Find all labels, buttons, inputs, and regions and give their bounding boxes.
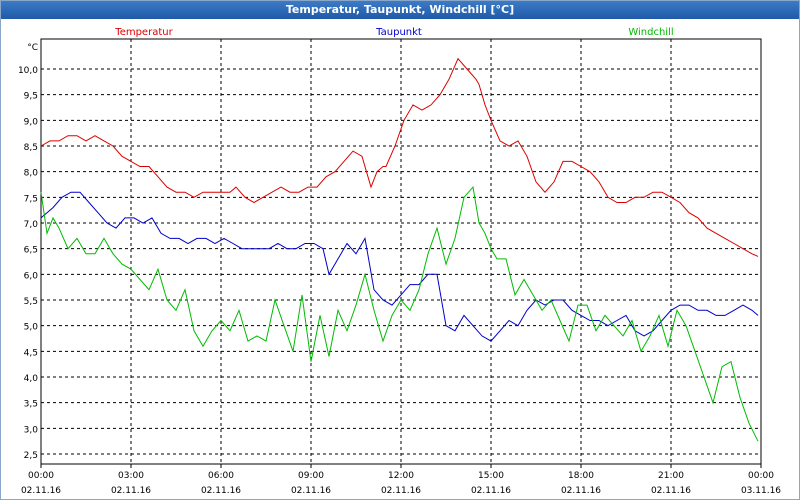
x-tick-date-label: 02.11.16 [201, 486, 241, 496]
chart-svg: 2,5 3,0 3,5 4,0 4,5 5,0 5,5 6,0 6,5 7,0 7,5 8,0 8,5 9… [18, 27, 781, 496]
y-tick-label: 5,5 [24, 297, 38, 307]
y-tick-label: 3,5 [24, 400, 38, 410]
legend-windchill: Windchill [628, 27, 673, 38]
y-tick-label: 9,5 [24, 92, 38, 102]
x-tick-time-label: 00:00 [28, 471, 54, 481]
y-axis-unit: °C [27, 43, 38, 53]
x-tick-date-label: 02.11.16 [111, 486, 151, 496]
x-tick-time-label: 00:00 [748, 471, 774, 481]
y-tick-label: 8,0 [24, 169, 39, 179]
x-tick-date-label: 02.11.16 [471, 486, 511, 496]
y-tick-label: 6,0 [24, 271, 39, 281]
x-tick-date-label: 03.11.16 [741, 486, 781, 496]
y-tick-label: 5,0 [24, 323, 39, 333]
x-tick-date-label: 02.11.16 [651, 486, 691, 496]
y-tick-label: 4,0 [24, 374, 39, 384]
x-tick-time-label: 21:00 [658, 471, 684, 481]
y-tick-label: 2,5 [24, 451, 38, 461]
legend-taupunkt: Taupunkt [375, 27, 422, 38]
y-tick-label: 7,0 [24, 220, 39, 230]
x-tick-time-label: 06:00 [208, 471, 234, 481]
window-title: Temperatur, Taupunkt, Windchill [°C] [1, 1, 799, 19]
y-tick-label: 8,5 [24, 143, 38, 153]
x-tick-date-label: 02.11.16 [381, 486, 421, 496]
x-tick-time-label: 03:00 [118, 471, 144, 481]
x-tick-date-label: 02.11.16 [21, 486, 61, 496]
y-tick-label: 7,5 [24, 194, 38, 204]
x-tick-date-label: 02.11.16 [561, 486, 601, 496]
y-tick-label: 4,5 [24, 348, 38, 358]
x-tick-time-label: 15:00 [478, 471, 504, 481]
series-line-temperatur [40, 57, 759, 257]
series-line-windchill [40, 185, 759, 442]
x-tick-date-label: 02.11.16 [291, 486, 331, 496]
legend-temperatur: Temperatur [114, 27, 173, 38]
x-tick-time-label: 18:00 [568, 471, 594, 481]
y-tick-label: 6,5 [24, 246, 38, 256]
x-tick-time-label: 09:00 [298, 471, 324, 481]
y-tick-label: 9,0 [24, 117, 39, 127]
y-tick-label: 3,0 [24, 425, 39, 435]
y-tick-label: 10,0 [18, 66, 38, 76]
x-tick-time-label: 12:00 [388, 471, 414, 481]
series-line-taupunkt [40, 191, 759, 342]
